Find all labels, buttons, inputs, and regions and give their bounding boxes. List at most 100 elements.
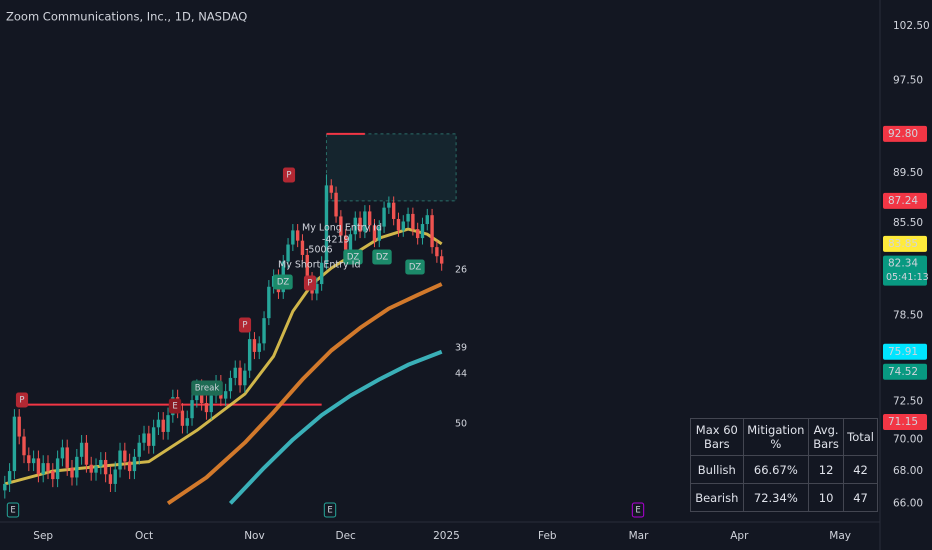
annotation-label: Break xyxy=(195,384,220,394)
price-tag-label: 82.34 xyxy=(888,258,918,270)
candle-body xyxy=(55,458,60,480)
candle-body xyxy=(406,213,410,222)
candle-body xyxy=(252,339,257,352)
table-cell: Mitigation % xyxy=(742,418,810,456)
candle-body xyxy=(209,395,213,413)
annotation: My Long Entry Id xyxy=(302,223,382,234)
candle-body xyxy=(204,403,209,413)
candle-body xyxy=(262,318,266,344)
candle-body xyxy=(372,225,377,241)
candle-body xyxy=(75,456,79,478)
price-tag xyxy=(883,125,927,142)
price-tag-label: 92.80 xyxy=(888,128,918,140)
annotation: -5006 xyxy=(305,245,333,256)
candle-body xyxy=(339,216,343,236)
candle-body xyxy=(334,192,338,217)
annotation-box xyxy=(168,398,182,414)
candle-body xyxy=(22,436,26,456)
annotation-label: E xyxy=(635,506,640,516)
candle-body xyxy=(84,442,89,465)
candle-body xyxy=(103,459,108,475)
y-tick-label: 78.50 xyxy=(893,309,923,321)
annotation-label: DZ xyxy=(409,263,422,273)
x-tick-label: 2025 xyxy=(433,530,460,542)
candle-body xyxy=(348,234,353,250)
y-tick-label: 89.50 xyxy=(893,167,923,179)
annotation-label: P xyxy=(286,171,291,181)
x-tick-label: Dec xyxy=(335,530,356,542)
candle-body xyxy=(3,483,7,491)
candle-body xyxy=(79,442,84,457)
candle-body xyxy=(396,218,401,231)
annotation-box xyxy=(372,249,392,265)
annotation-box xyxy=(238,317,252,333)
table-cell: Total xyxy=(843,418,878,456)
candle-body xyxy=(113,469,117,484)
table-cell: Bullish xyxy=(690,455,744,484)
price-tag xyxy=(883,235,927,252)
annotation: 39 xyxy=(455,343,467,354)
candle-body xyxy=(180,410,185,426)
candle-body xyxy=(17,416,21,437)
annotation: 26 xyxy=(455,265,467,276)
candle-body xyxy=(31,458,36,464)
candle-body xyxy=(41,463,45,475)
table-cell: Avg. Bars xyxy=(808,418,845,456)
candle-body xyxy=(295,230,300,241)
candle-body xyxy=(363,211,367,232)
annotation: -4219 xyxy=(322,235,350,246)
table-cell: Bearish xyxy=(690,483,744,512)
candle-body xyxy=(142,433,146,443)
candle-body xyxy=(382,207,386,227)
candle-body xyxy=(238,367,242,386)
annotation-label: DZ xyxy=(376,253,389,263)
candle-body xyxy=(166,415,170,432)
candle-body xyxy=(147,433,151,446)
table-cell: 47 xyxy=(843,483,878,512)
candle-body xyxy=(156,419,161,428)
x-tick-label: Feb xyxy=(538,530,557,542)
annotation-label: E xyxy=(172,402,177,412)
table-cell: 66.67% xyxy=(742,455,810,484)
annotation-box xyxy=(631,502,645,518)
annotation-box xyxy=(282,167,296,183)
candle-body xyxy=(315,284,319,294)
candle-body xyxy=(108,474,113,484)
candle-body xyxy=(367,211,372,226)
y-tick-label: 97.50 xyxy=(893,74,923,86)
price-tag xyxy=(883,343,927,360)
candle-body xyxy=(7,471,12,484)
candle-body xyxy=(430,215,434,248)
ma-line xyxy=(228,349,443,505)
candle-body xyxy=(391,202,396,219)
price-tag-label: 83.85 xyxy=(888,238,918,250)
candle-body xyxy=(439,256,444,264)
candle-body xyxy=(36,458,41,475)
candle-body xyxy=(329,185,333,193)
candle-body xyxy=(228,377,233,392)
annotation-label: DZ xyxy=(347,253,360,263)
candle-body xyxy=(161,419,165,432)
price-tag-label: 75.91 xyxy=(888,346,918,358)
candle-body xyxy=(51,471,55,480)
candle-body xyxy=(420,224,425,239)
annotation-label: P xyxy=(19,396,24,406)
candle-body xyxy=(99,459,103,467)
candle-body xyxy=(46,463,50,472)
candle-body xyxy=(60,447,65,459)
annotation-label: E xyxy=(10,506,15,516)
table-cell: 12 xyxy=(808,455,845,484)
annotation-box xyxy=(191,380,223,396)
annotation-box xyxy=(273,274,293,290)
candle-body xyxy=(377,226,381,241)
candle-body xyxy=(12,416,17,472)
chart-title: Zoom Communications, Inc., 1D, NASDAQ xyxy=(6,10,247,24)
candle-body xyxy=(319,262,324,285)
table-cell: 42 xyxy=(843,455,878,484)
annotation-box xyxy=(15,392,29,408)
table-header: Max 60 Bars Mitigation % Avg. Bars Total xyxy=(690,418,878,456)
candle-body xyxy=(286,244,290,262)
candle-body xyxy=(223,391,228,399)
